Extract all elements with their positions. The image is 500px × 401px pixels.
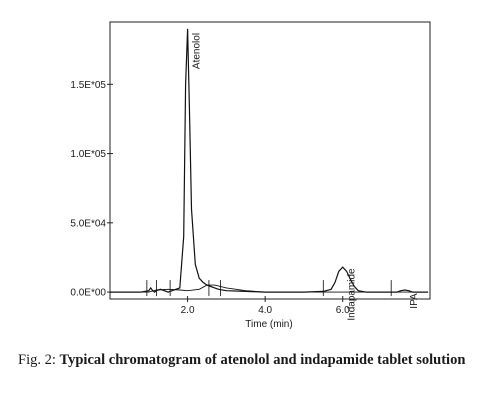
y-tick-label: 0.0E*00 [70, 288, 106, 299]
peak-label: Atenolol [192, 33, 203, 69]
chromatogram-chart: 0.0E*00 5.0E*04 1.0E*05 1.5E*05 2.0 4.0 6.0 At… [0, 0, 500, 345]
axes: 0.0E*00 5.0E*04 1.0E*05 1.5E*05 2.0 4.0 6.0 [70, 21, 431, 316]
series-line-1 [110, 28, 429, 293]
x-tick-label: 6.0 [336, 305, 350, 316]
chart-background [0, 0, 500, 345]
peak-annotations: Atenolol Indapamide IPA [192, 33, 420, 321]
x-axis-label: Time (min) [245, 319, 292, 330]
y-tick-label: 1.0E*05 [70, 149, 106, 160]
y-tick-label: 5.0E*04 [70, 218, 106, 229]
series-lines [110, 28, 429, 293]
figure-caption-text: Typical chromatogram of atenolol and ind… [59, 352, 466, 368]
peak-label: Indapamide [347, 268, 358, 321]
peak-label: IPA [409, 293, 420, 309]
figure-label: Fig. 2: [18, 352, 56, 368]
event-marks [146, 280, 392, 297]
plot-frame [109, 21, 431, 300]
series-line-2 [110, 284, 429, 293]
x-tick-label: 4.0 [258, 305, 272, 316]
figure-caption: Fig. 2: Typical chromatogram of atenolol… [18, 352, 488, 368]
x-tick-label: 2.0 [181, 305, 195, 316]
y-tick-label: 1.5E*05 [70, 80, 106, 91]
